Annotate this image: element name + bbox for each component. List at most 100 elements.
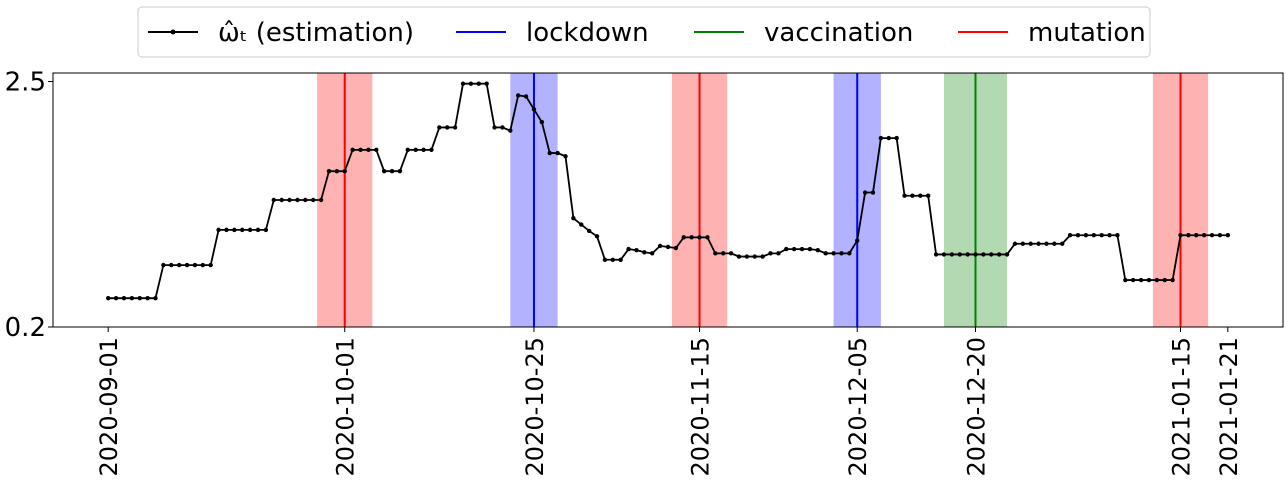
data-point [602, 257, 608, 262]
data-point [334, 168, 340, 174]
data-point [681, 235, 686, 240]
data-point [965, 252, 970, 257]
data-point [121, 295, 127, 301]
data-point [1201, 233, 1207, 238]
data-point [799, 246, 805, 252]
data-point [862, 190, 868, 195]
data-point [973, 252, 978, 257]
data-point [240, 227, 245, 233]
data-point [760, 254, 765, 259]
data-point [815, 247, 821, 253]
data-point [413, 147, 418, 153]
data-point [105, 295, 111, 301]
data-point [902, 193, 907, 198]
data-point [295, 197, 300, 203]
data-point [634, 247, 639, 253]
data-point [374, 147, 379, 153]
data-point [1146, 277, 1152, 283]
data-point [429, 147, 434, 153]
data-point [831, 251, 836, 256]
data-point [1225, 233, 1231, 238]
data-point [673, 245, 679, 251]
y-tick-label: 2.5 [5, 68, 46, 98]
data-point [539, 119, 545, 125]
data-point [1217, 233, 1223, 238]
x-tick-label: 2020-11-15 [687, 337, 715, 476]
data-point [847, 251, 852, 256]
data-point [1044, 241, 1049, 246]
data-point [445, 125, 450, 130]
data-point [484, 81, 489, 86]
legend-label: vaccination [764, 18, 913, 48]
data-point [736, 254, 742, 259]
data-point [547, 150, 552, 156]
data-point [910, 193, 915, 198]
data-point [303, 197, 308, 203]
data-point [342, 168, 347, 174]
data-point [563, 154, 568, 159]
data-point [350, 147, 355, 153]
data-point [791, 246, 797, 252]
legend-label: mutation [1028, 18, 1146, 48]
legend-label: lockdown [526, 18, 649, 48]
data-point [515, 93, 521, 98]
data-point [586, 228, 592, 234]
data-point [579, 222, 584, 227]
data-point [657, 243, 663, 249]
y-tick-label: 0.2 [5, 313, 46, 343]
data-point [271, 197, 276, 203]
data-point [768, 251, 773, 256]
data-point [476, 81, 481, 86]
data-point [1170, 277, 1175, 283]
x-tick-label: 2020-10-01 [332, 337, 360, 476]
data-point [855, 238, 860, 243]
data-point [531, 107, 537, 112]
data-point [1020, 241, 1026, 246]
data-point [153, 295, 158, 301]
data-point [508, 128, 513, 133]
x-tick-label: 2020-12-05 [844, 337, 872, 476]
data-point [713, 251, 718, 256]
data-point [263, 227, 269, 233]
x-tick-label: 2021-01-15 [1168, 337, 1196, 476]
data-point [1036, 241, 1041, 246]
data-point [1138, 277, 1144, 283]
data-point [989, 252, 994, 257]
data-point [957, 252, 962, 257]
data-point [1178, 233, 1183, 238]
legend-frame [137, 6, 1151, 58]
data-point [665, 244, 671, 250]
data-point [839, 251, 844, 256]
plot-frame [52, 72, 1284, 328]
data-point [925, 193, 931, 198]
data-point [555, 150, 560, 156]
data-point [744, 254, 750, 259]
data-point [720, 251, 726, 256]
data-point [216, 227, 221, 233]
data-point [232, 227, 237, 233]
data-point [626, 246, 631, 252]
data-point [492, 125, 497, 130]
data-point [650, 251, 655, 256]
data-point [137, 295, 142, 301]
data-point [594, 234, 600, 239]
data-point [318, 197, 324, 203]
data-point [823, 251, 828, 256]
data-point [996, 252, 1002, 257]
x-tick-label: 2020-09-01 [95, 337, 123, 476]
data-point [381, 168, 387, 174]
data-point [752, 254, 757, 259]
data-point [894, 135, 899, 141]
data-point [366, 147, 371, 153]
data-point [452, 125, 458, 130]
x-tick-label: 2020-10-25 [521, 337, 549, 476]
data-point [1012, 241, 1018, 246]
data-point [1194, 233, 1199, 238]
data-point [933, 252, 939, 257]
data-point [941, 252, 947, 257]
data-point [689, 235, 694, 240]
data-point [176, 262, 182, 268]
data-point [697, 235, 702, 240]
data-point [1186, 233, 1191, 238]
